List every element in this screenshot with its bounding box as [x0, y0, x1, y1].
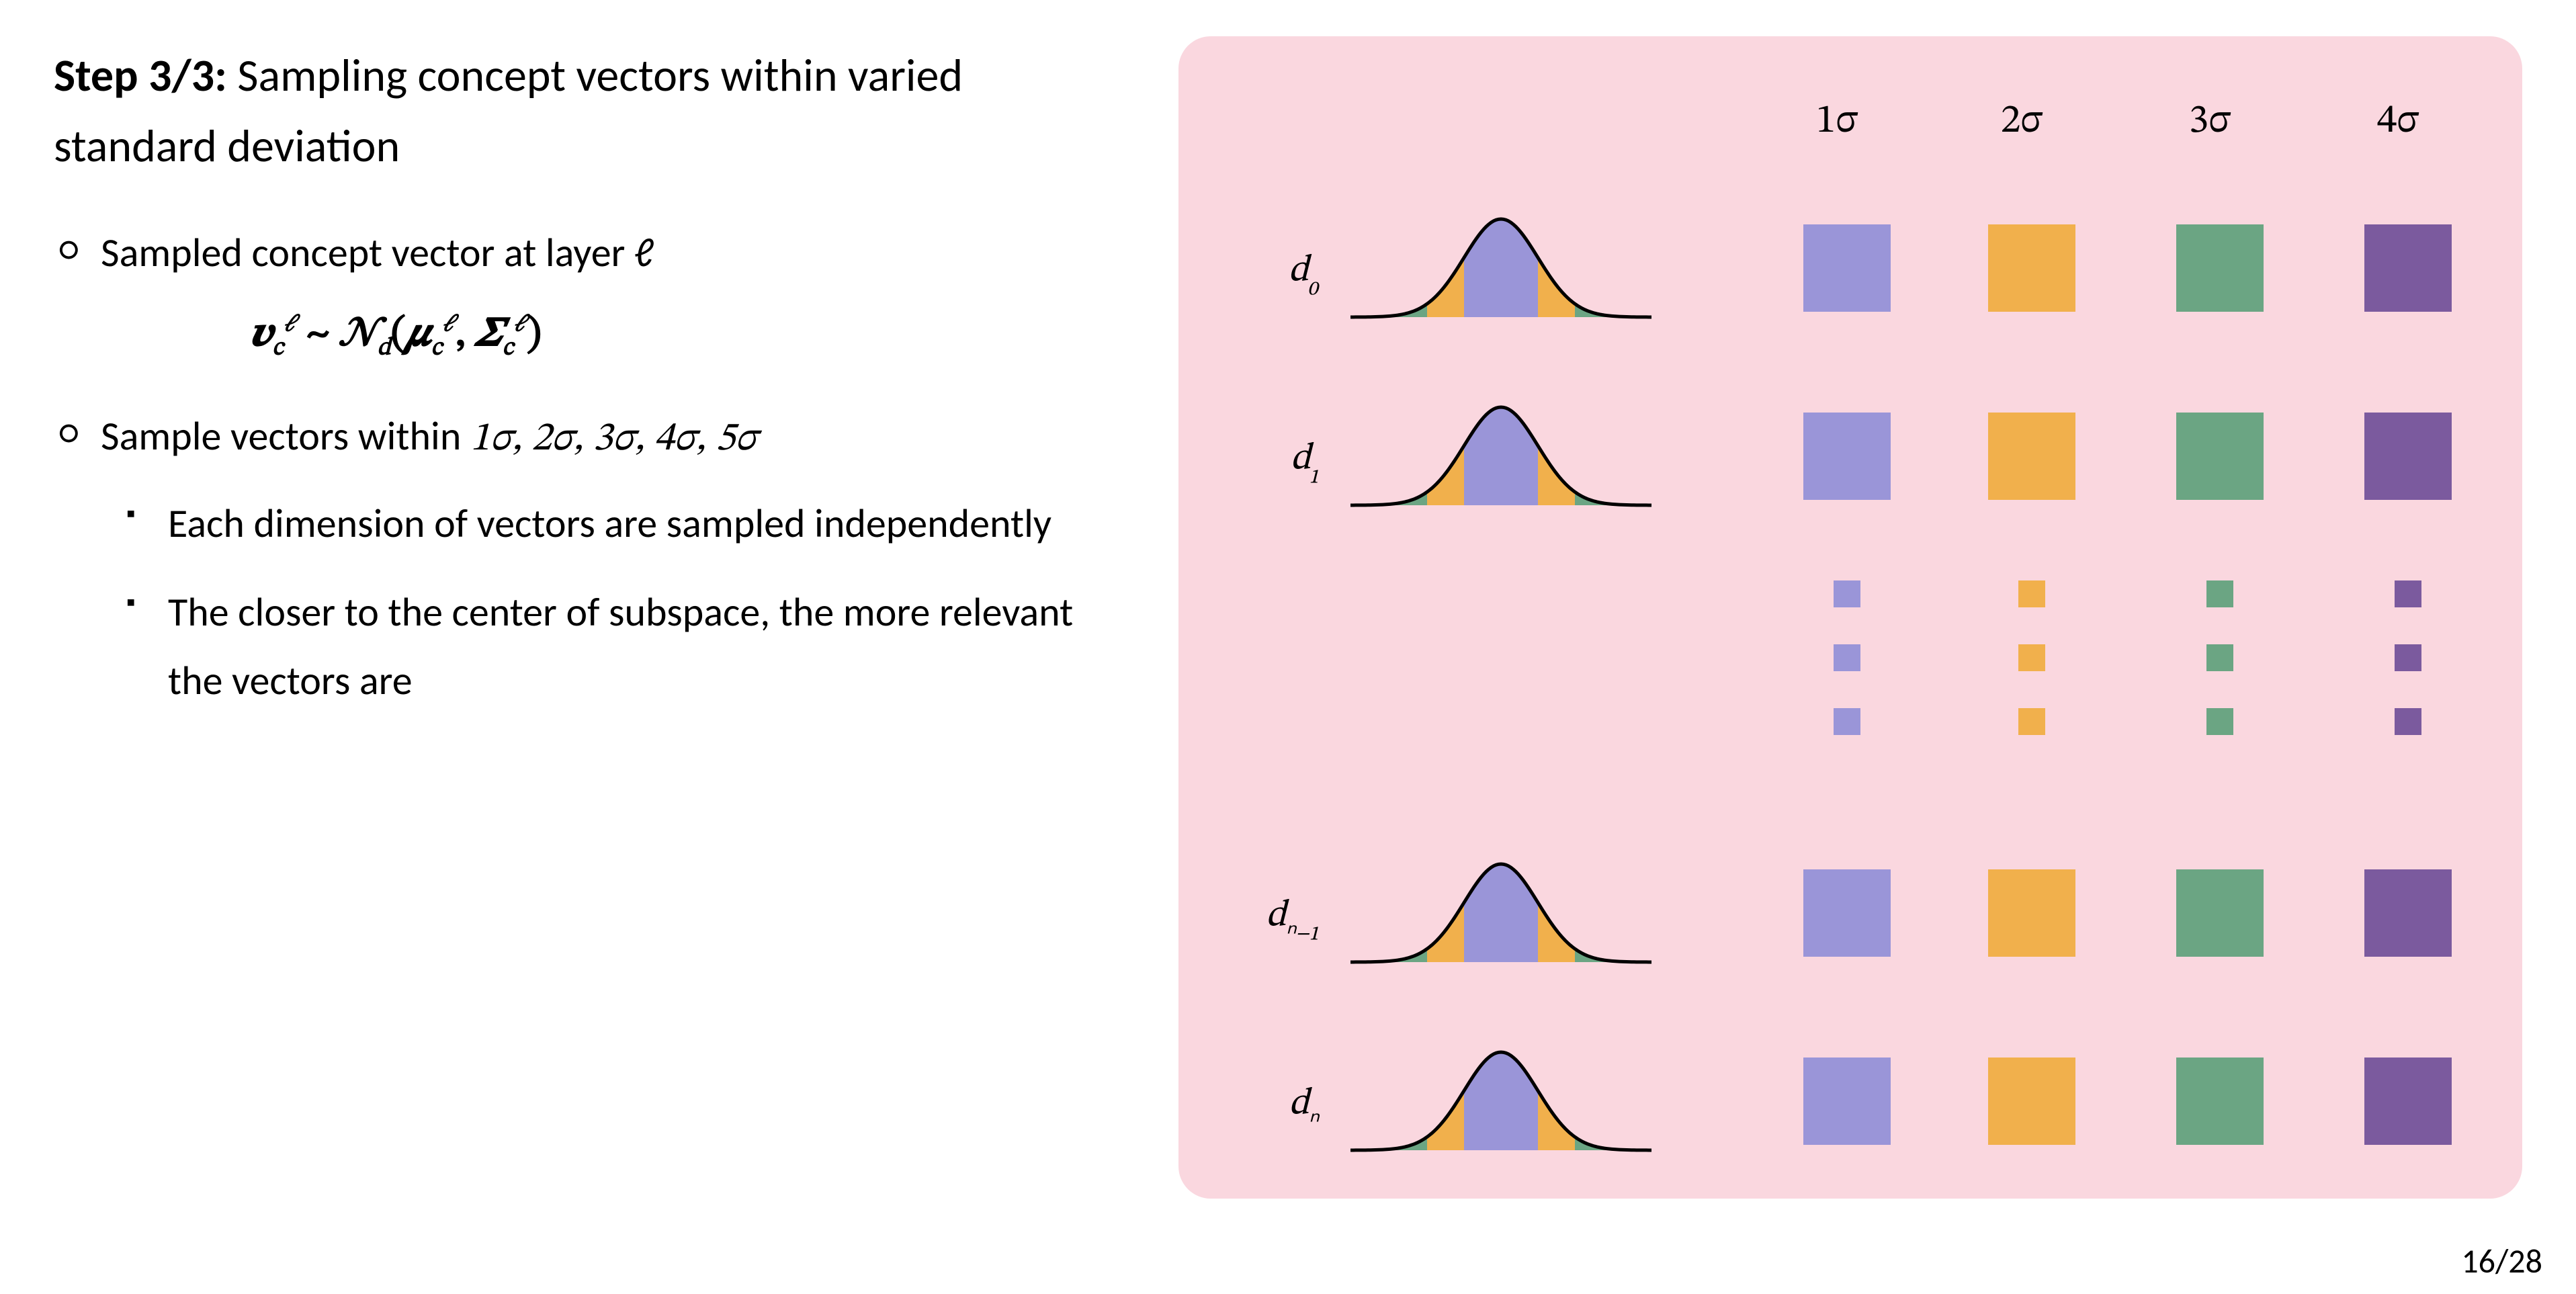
- ellipsis-square: [2206, 580, 2233, 607]
- row-label: dₙ: [1239, 1081, 1320, 1132]
- heading-step: Step 3/3:: [54, 48, 227, 103]
- distribution-icon: [1346, 211, 1656, 325]
- ellipsis-square: [2206, 644, 2233, 671]
- distribution: [1346, 211, 1656, 325]
- row-label: d₀: [1239, 248, 1320, 299]
- ellipsis-row: [1178, 580, 2522, 614]
- row-label: d₁: [1239, 436, 1320, 487]
- ellipsis-square: [2018, 708, 2045, 735]
- formula-N-sub: d: [378, 335, 391, 360]
- formula-v: 𝒗: [249, 314, 272, 355]
- ellipsis-square: [2018, 580, 2045, 607]
- text-column: Step 3/3: Sampling concept vectors withi…: [54, 40, 1129, 736]
- sample-square: [1803, 413, 1891, 500]
- sample-square: [2176, 224, 2264, 312]
- diagram-row: d₁: [1178, 399, 2522, 513]
- sample-square: [1988, 869, 2075, 957]
- distribution-icon: [1346, 1044, 1656, 1158]
- ellipsis-square: [1834, 708, 1860, 735]
- sub-bullet-1: Each dimension of vectors are sampled in…: [168, 490, 1129, 558]
- sigma-header: 1σ: [1793, 97, 1881, 147]
- formula-comma: ,: [456, 314, 476, 355]
- sub-bullet-2: The closer to the center of subspace, th…: [168, 578, 1129, 716]
- distribution-icon: [1346, 856, 1656, 970]
- ellipsis-square: [2395, 580, 2421, 607]
- bullet-1: Sampled concept vector at layer ℓ 𝒗cℓ ~ …: [101, 219, 1129, 370]
- sample-square: [2364, 224, 2452, 312]
- ellipsis-square: [1834, 644, 1860, 671]
- formula: 𝒗cℓ ~ 𝒩d(𝝁cℓ, 𝜮cℓ): [101, 300, 1129, 370]
- page-number: 16/28: [2461, 1241, 2542, 1282]
- sample-square: [1988, 413, 2075, 500]
- sub-bullet-list: Each dimension of vectors are sampled in…: [101, 490, 1129, 716]
- formula-Sigma-sup: ℓ: [513, 312, 527, 337]
- ellipsis-row: [1178, 644, 2522, 678]
- bullet-2: Sample vectors within 1σ, 2σ, 3σ, 4σ, 5σ…: [101, 402, 1129, 716]
- formula-v-sub: c: [272, 335, 284, 360]
- distribution: [1346, 856, 1656, 970]
- sample-square: [2176, 413, 2264, 500]
- formula-tilde: ~: [306, 314, 339, 355]
- formula-Sigma-sub: c: [503, 335, 514, 360]
- diagram-row: dₙ₋₁: [1178, 856, 2522, 970]
- formula-mu: 𝝁: [406, 314, 431, 355]
- sample-square: [2364, 413, 2452, 500]
- distribution-icon: [1346, 399, 1656, 513]
- sample-square: [1988, 1058, 2075, 1145]
- diagram-panel: 1σ 2σ 3σ 4σ d₀ d₁ dₙ₋₁ dₙ: [1178, 36, 2522, 1199]
- sample-square: [2364, 869, 2452, 957]
- formula-rparen: ): [527, 314, 542, 355]
- sigma-header: 3σ: [2166, 97, 2253, 147]
- ellipsis-square: [2206, 708, 2233, 735]
- sample-square: [2176, 869, 2264, 957]
- distribution: [1346, 399, 1656, 513]
- sample-square: [1988, 224, 2075, 312]
- bullet-2-prefix: Sample vectors within: [101, 412, 470, 461]
- sample-square: [2176, 1058, 2264, 1145]
- slide-heading: Step 3/3: Sampling concept vectors withi…: [54, 40, 1129, 182]
- bullet-2-sigmas: 1σ, 2σ, 3σ, 4σ, 5σ: [470, 419, 757, 460]
- bullet-list: Sampled concept vector at layer ℓ 𝒗cℓ ~ …: [54, 219, 1129, 716]
- sample-square: [1803, 1058, 1891, 1145]
- formula-Sigma: 𝜮: [476, 314, 503, 355]
- ellipsis-row: [1178, 708, 2522, 742]
- formula-v-sup: ℓ: [284, 312, 297, 337]
- formula-mu-sup: ℓ: [442, 312, 456, 337]
- diagram-row: dₙ: [1178, 1044, 2522, 1158]
- ellipsis-square: [1834, 580, 1860, 607]
- formula-mu-sub: c: [431, 335, 443, 360]
- ellipsis-square: [2395, 708, 2421, 735]
- bullet-1-text: Sampled concept vector at layer ℓ: [101, 228, 654, 277]
- row-label: dₙ₋₁: [1239, 893, 1320, 944]
- sample-square: [1803, 869, 1891, 957]
- slide: Step 3/3: Sampling concept vectors withi…: [0, 0, 2576, 1294]
- formula-lparen: (: [391, 314, 406, 355]
- diagram-row: d₀: [1178, 211, 2522, 325]
- sigma-header: 2σ: [1978, 97, 2065, 147]
- sigma-header: 4σ: [2354, 97, 2442, 147]
- formula-N: 𝒩: [339, 314, 377, 355]
- sample-square: [1803, 224, 1891, 312]
- sample-square: [2364, 1058, 2452, 1145]
- ellipsis-square: [2395, 644, 2421, 671]
- ellipsis-square: [2018, 644, 2045, 671]
- distribution: [1346, 1044, 1656, 1158]
